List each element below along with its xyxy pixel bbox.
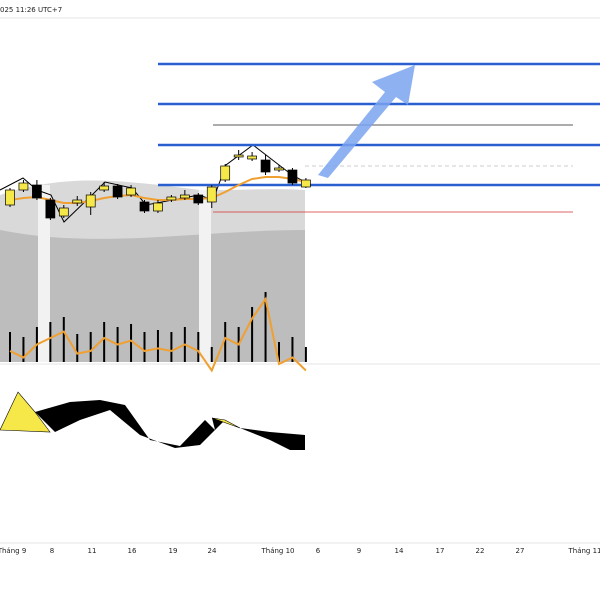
candle-body — [247, 155, 257, 160]
cloud-area — [0, 230, 305, 362]
x-tick-label: 14 — [395, 547, 404, 555]
x-tick-label: 27 — [516, 547, 525, 555]
oscillator-area — [211, 417, 241, 429]
volume-bar — [62, 317, 65, 362]
candle-body — [139, 201, 150, 212]
x-tick-label: 8 — [50, 547, 54, 555]
header: 025 11:26 UTC+7 — [0, 6, 62, 14]
candle-body — [260, 159, 271, 173]
volume-bar — [304, 347, 307, 362]
candle-body — [32, 184, 42, 199]
x-tick-label: Tháng 11 — [567, 547, 600, 555]
oscillator-area — [35, 400, 305, 450]
candle-body — [126, 187, 136, 196]
highlight-band — [38, 185, 50, 362]
x-tick-label: 22 — [476, 547, 485, 555]
candle-body — [287, 169, 298, 184]
candle-body — [206, 186, 217, 203]
volume-bar — [22, 337, 25, 362]
volume-bar — [197, 332, 200, 362]
candle-body — [193, 194, 204, 204]
volume-bar — [291, 337, 294, 362]
volume-bar — [224, 322, 227, 362]
candle-body — [153, 202, 163, 212]
volume-bar — [156, 330, 159, 362]
x-tick-label: 24 — [208, 547, 217, 555]
volume-bar — [251, 307, 254, 362]
forecast-arrow — [318, 65, 415, 178]
x-tick-label: 19 — [169, 547, 178, 555]
candle-body — [220, 165, 231, 181]
candle-body — [180, 194, 190, 199]
candle-body — [85, 194, 96, 208]
volume-bar — [264, 292, 267, 362]
candle-body — [5, 189, 15, 206]
candle-body — [45, 199, 56, 219]
candle-body — [301, 179, 311, 188]
x-tick-label: 17 — [436, 547, 445, 555]
volume-bar — [49, 322, 52, 362]
x-tick-label: 9 — [357, 547, 361, 555]
volume-bar — [9, 332, 11, 362]
candle-body — [99, 185, 110, 191]
candle-body — [233, 154, 244, 158]
x-tick-label: 11 — [88, 547, 97, 555]
x-tick-label: 16 — [128, 547, 137, 555]
volume-bar — [130, 324, 133, 362]
candle-body — [274, 167, 284, 171]
candle-body — [166, 196, 177, 201]
x-tick-label: Tháng 10 — [260, 547, 294, 555]
candle-body — [72, 199, 83, 204]
candle-body — [112, 185, 123, 198]
volume-bar — [143, 332, 146, 362]
volume-bar — [278, 342, 280, 362]
volume-bar — [210, 347, 213, 362]
candle-body — [58, 207, 69, 217]
highlight-band — [199, 190, 211, 362]
candle-body — [18, 182, 29, 191]
volume-ma-line — [9, 296, 307, 373]
volume-bar — [89, 332, 92, 362]
x-tick-label: 6 — [316, 547, 321, 555]
x-tick-label: Tháng 9 — [0, 547, 26, 555]
volume-bar — [76, 334, 79, 362]
volume-bar — [103, 322, 106, 362]
volume-bar — [170, 332, 173, 362]
